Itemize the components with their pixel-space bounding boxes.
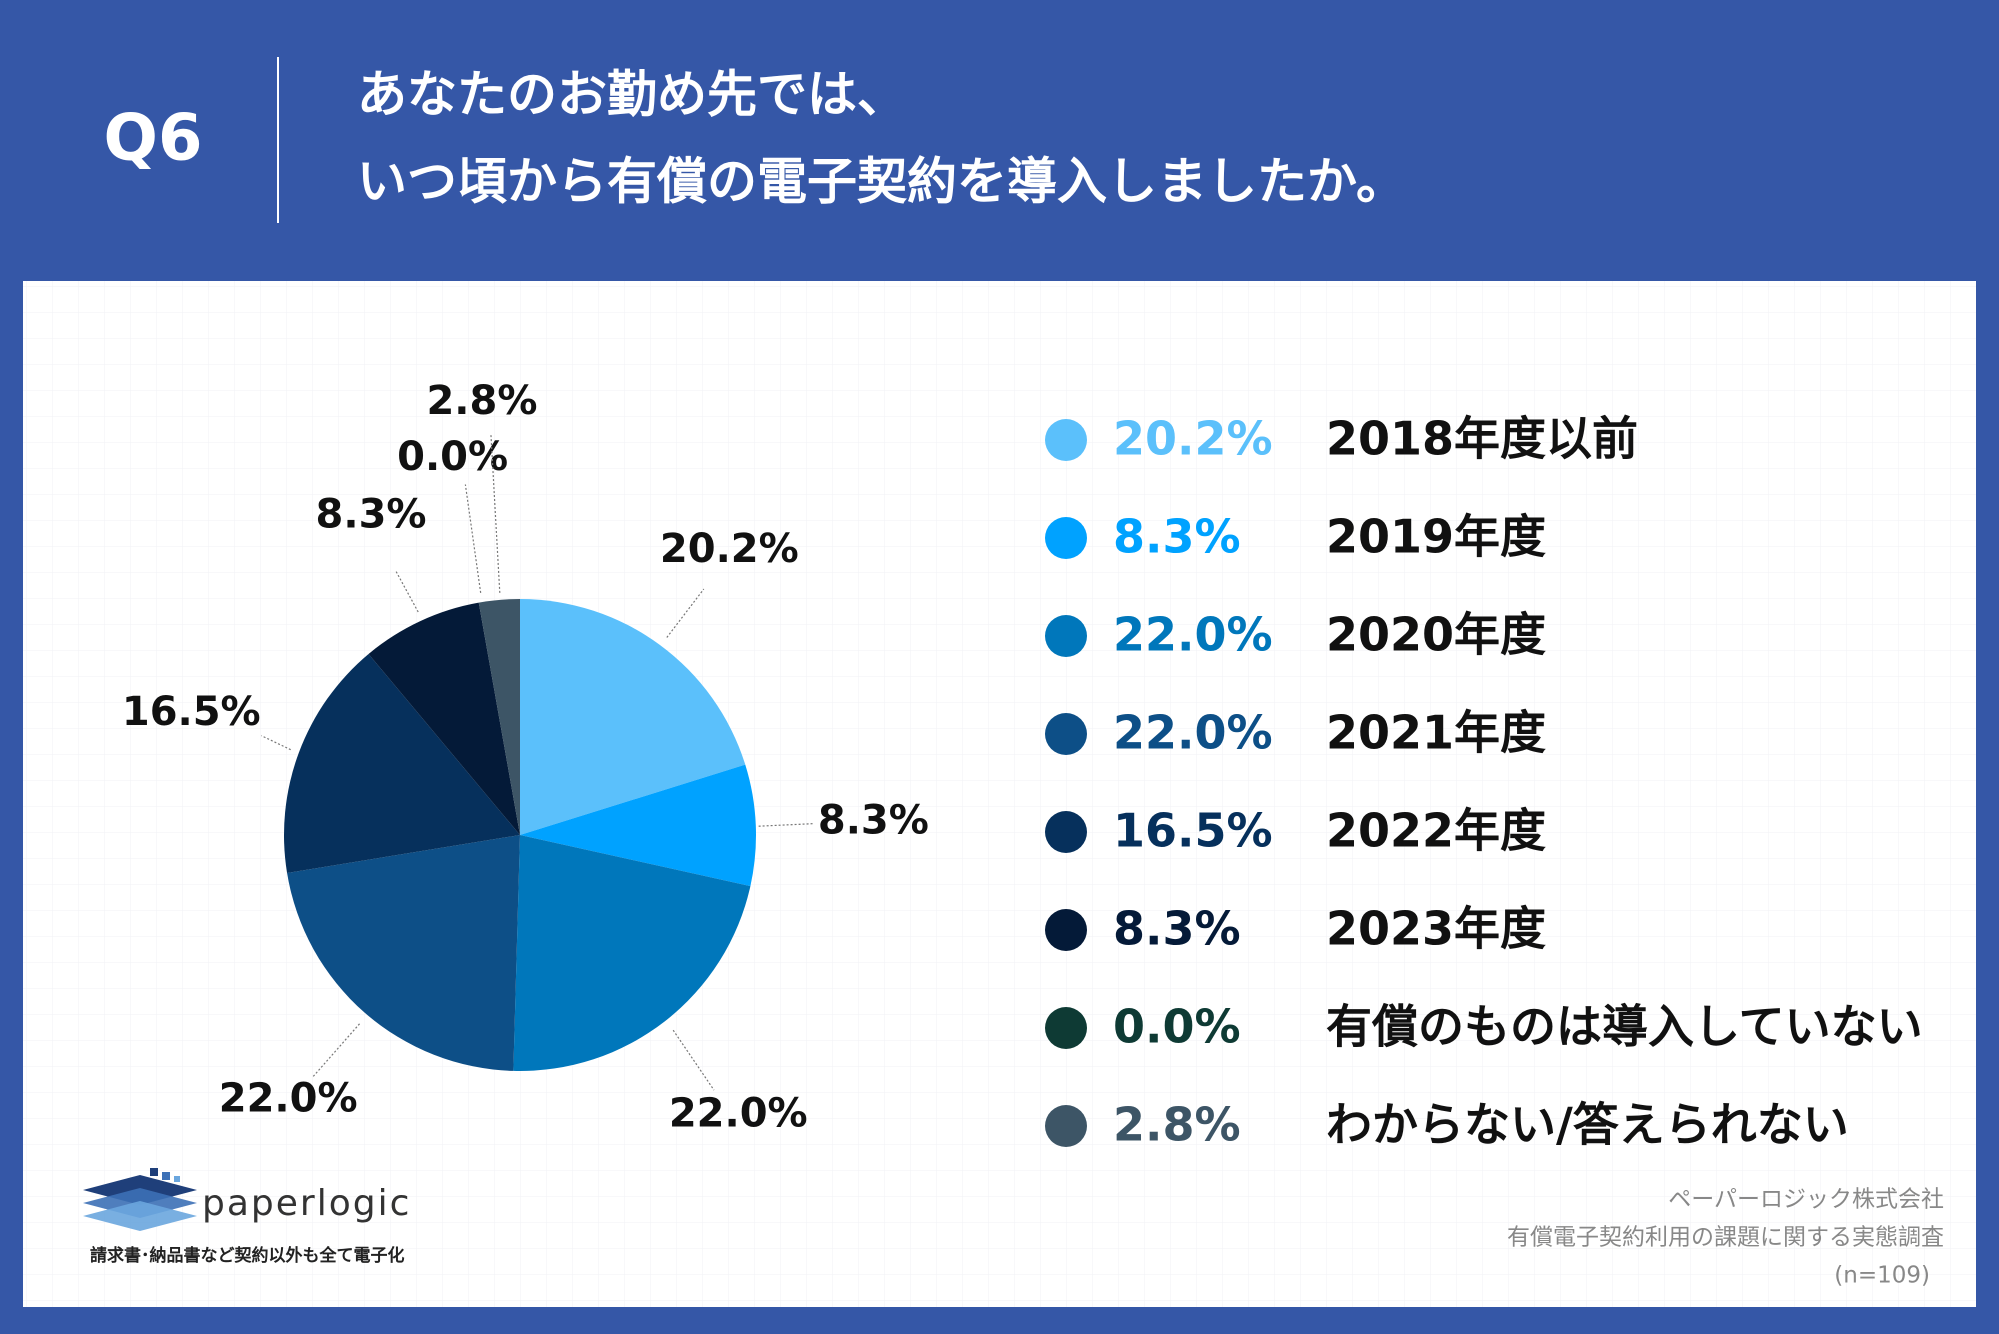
legend-value: 22.0% [1113, 608, 1273, 662]
legend-value: 0.0% [1113, 1000, 1241, 1054]
legend-dot [1045, 615, 1087, 657]
legend-dot [1045, 713, 1087, 755]
pie-slice [287, 835, 520, 1071]
legend-label: 2021年度 [1326, 706, 1546, 760]
legend-label: 2020年度 [1326, 608, 1546, 662]
legend-label: 2023年度 [1326, 902, 1546, 956]
legend-label: 2018年度以前 [1326, 412, 1638, 466]
slice-label: 16.5% [122, 689, 261, 735]
slice-label: 22.0% [219, 1075, 358, 1121]
slice-label: 0.0% [397, 434, 508, 480]
source: ペーパーロジック株式会社 [1668, 1187, 1944, 1213]
legend-value: 20.2% [1113, 412, 1273, 466]
source: (n=109) [1834, 1263, 1930, 1289]
leader-line [490, 433, 501, 593]
legend-dot [1045, 1105, 1087, 1147]
logo-tagline: 請求書･納品書など契約以外も全て電子化 [90, 1245, 405, 1266]
legend-label: 2019年度 [1326, 510, 1546, 564]
slice-label: 20.2% [660, 526, 799, 572]
slice-label: 2.8% [426, 378, 537, 424]
logo-text: paperlogic [202, 1183, 411, 1224]
slice-label: 22.0% [669, 1091, 808, 1137]
pie-slice [478, 599, 520, 835]
pie-slice [368, 602, 520, 835]
pie-slice [283, 654, 520, 873]
legend-value: 16.5% [1113, 804, 1273, 858]
legend-dot [1045, 517, 1087, 559]
legend-value: 2.8% [1113, 1098, 1241, 1152]
source: 有償電子契約利用の課題に関する実態調査 [1507, 1225, 1944, 1251]
legend-label: わからない/答えられない [1326, 1098, 1849, 1152]
pie-slice [520, 599, 746, 835]
legend-dot [1045, 909, 1087, 951]
leader-line [758, 823, 814, 827]
leader-line [261, 735, 291, 751]
legend-dot [1045, 419, 1087, 461]
slice-label: 8.3% [316, 491, 427, 537]
leader-line [672, 1029, 715, 1091]
legend-dot [1045, 1007, 1087, 1049]
legend-dot [1045, 811, 1087, 853]
title-line: あなたのお勤め先では、 [357, 66, 907, 124]
slice-label: 8.3% [818, 797, 929, 843]
title-line: いつ頃から有償の電子契約を導入しましたか。 [357, 153, 1406, 211]
legend-value: 8.3% [1113, 902, 1241, 956]
legend-label: 2022年度 [1326, 804, 1546, 858]
legend-value: 22.0% [1113, 706, 1273, 760]
pie-slice [513, 835, 751, 1071]
legend-value: 8.3% [1113, 510, 1241, 564]
legend-label: 有償のものは導入していない [1326, 1000, 1923, 1054]
pie-slice [520, 764, 756, 887]
question-number: Q6 [104, 102, 203, 176]
logo [83, 1168, 197, 1231]
